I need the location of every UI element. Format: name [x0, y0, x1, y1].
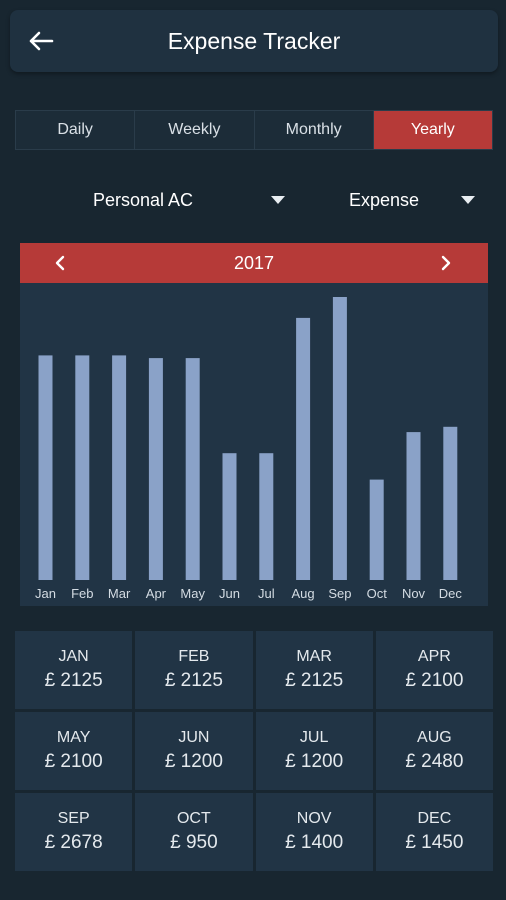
previous-year-button[interactable] — [40, 243, 80, 283]
summary-cell-dec[interactable]: DEC £ 1450 — [375, 793, 493, 871]
x-tick-label-dec: Dec — [439, 586, 463, 601]
account-dropdown[interactable]: Personal AC — [93, 182, 285, 218]
summary-amount: £ 1400 — [285, 832, 344, 853]
summary-cell-jul[interactable]: JUL £ 1200 — [255, 712, 373, 790]
summary-month-label: FEB — [178, 648, 210, 665]
tab-weekly[interactable]: Weekly — [135, 111, 255, 149]
summary-amount: £ 1200 — [164, 751, 223, 772]
bar-jun — [222, 453, 237, 580]
x-tick-label-apr: Apr — [146, 586, 167, 601]
summary-amount: £ 2678 — [44, 832, 103, 853]
chevron-left-icon — [55, 255, 65, 271]
x-tick-label-sep: Sep — [328, 586, 351, 601]
x-tick-label-jun: Jun — [219, 586, 240, 601]
summary-cell-may[interactable]: MAY £ 2100 — [15, 712, 133, 790]
period-tabs: Daily Weekly Monthly Yearly — [15, 110, 493, 150]
page-title: Expense Tracker — [167, 28, 341, 54]
year-label: 2017 — [233, 252, 275, 273]
summary-cell-aug[interactable]: AUG £ 2480 — [375, 712, 493, 790]
summary-cell-jun[interactable]: JUN £ 1200 — [135, 712, 253, 790]
summary-amount: £ 2100 — [44, 751, 103, 772]
x-tick-label-mar: Mar — [108, 586, 131, 601]
tab-yearly[interactable]: Yearly — [373, 111, 492, 149]
summary-month-label: MAR — [296, 648, 332, 665]
summary-amount: £ 2125 — [164, 670, 223, 691]
x-tick-label-may: May — [180, 586, 205, 601]
summary-amount: £ 2480 — [405, 751, 464, 772]
summary-cell-sep[interactable]: SEP £ 2678 — [15, 793, 133, 871]
summary-cell-nov[interactable]: NOV £ 1400 — [255, 793, 373, 871]
arrow-left-icon — [29, 31, 54, 51]
x-tick-label-jan: Jan — [35, 586, 56, 601]
summary-amount: £ 950 — [170, 832, 218, 853]
yearly-chart-card: 2017 Jan Feb Mar Apr May Jun Jul Aug Sep Oct Nov De… — [20, 243, 488, 606]
bar-jan — [38, 355, 53, 580]
summary-month-label: SEP — [57, 810, 90, 827]
type-dropdown-value: Expense — [349, 189, 420, 210]
monthly-summary-grid: JAN £ 2125 FEB £ 2125 MAR £ 2125 APR £ 2100 MAY £… — [15, 631, 493, 871]
tab-monthly[interactable]: Monthly — [255, 111, 374, 149]
tab-daily[interactable]: Daily — [16, 111, 136, 149]
back-button[interactable] — [24, 24, 58, 58]
summary-month-label: JUL — [299, 729, 329, 746]
summary-amount: £ 2100 — [405, 670, 464, 691]
bar-jul — [259, 453, 274, 580]
bar-may — [185, 358, 200, 580]
summary-month-label: MAY — [56, 729, 91, 746]
x-tick-label-oct: Oct — [367, 586, 388, 601]
bar-nov — [406, 432, 421, 580]
bar-feb — [75, 355, 90, 580]
summary-month-label: APR — [417, 648, 451, 665]
x-tick-label-nov: Nov — [402, 586, 426, 601]
bar-sep — [332, 297, 347, 580]
app-bar: Expense Tracker — [10, 10, 498, 72]
expense-bar-chart: Jan Feb Mar Apr May Jun Jul Aug Sep Oct Nov Dec — [35, 297, 463, 601]
bar-dec — [443, 426, 458, 580]
bar-aug — [296, 317, 311, 580]
summary-amount: £ 1200 — [285, 751, 344, 772]
year-navigator: 2017 — [20, 243, 488, 283]
summary-amount: £ 2125 — [285, 670, 344, 691]
x-tick-label-feb: Feb — [71, 586, 93, 601]
caret-down-icon — [461, 196, 475, 204]
caret-down-icon — [271, 196, 285, 204]
summary-cell-mar[interactable]: MAR £ 2125 — [255, 631, 373, 709]
summary-cell-jan[interactable]: JAN £ 2125 — [15, 631, 133, 709]
summary-month-label: NOV — [296, 810, 332, 827]
bar-mar — [112, 355, 127, 580]
summary-month-label: AUG — [417, 729, 452, 746]
summary-amount: £ 2125 — [44, 670, 103, 691]
summary-month-label: JUN — [178, 729, 210, 746]
bar-oct — [369, 479, 384, 580]
x-tick-label-aug: Aug — [292, 586, 315, 601]
summary-amount: £ 1450 — [405, 832, 464, 853]
x-tick-label-jul: Jul — [258, 586, 275, 601]
chevron-right-icon — [441, 255, 451, 271]
summary-cell-feb[interactable]: FEB £ 2125 — [135, 631, 253, 709]
summary-month-label: OCT — [176, 810, 211, 827]
account-dropdown-value: Personal AC — [93, 189, 194, 210]
summary-month-label: JAN — [58, 648, 89, 665]
summary-cell-oct[interactable]: OCT £ 950 — [135, 793, 253, 871]
summary-month-label: DEC — [417, 810, 452, 827]
summary-cell-apr[interactable]: APR £ 2100 — [375, 631, 493, 709]
type-dropdown[interactable]: Expense — [349, 182, 475, 218]
next-year-button[interactable] — [426, 243, 466, 283]
bar-apr — [148, 358, 163, 580]
